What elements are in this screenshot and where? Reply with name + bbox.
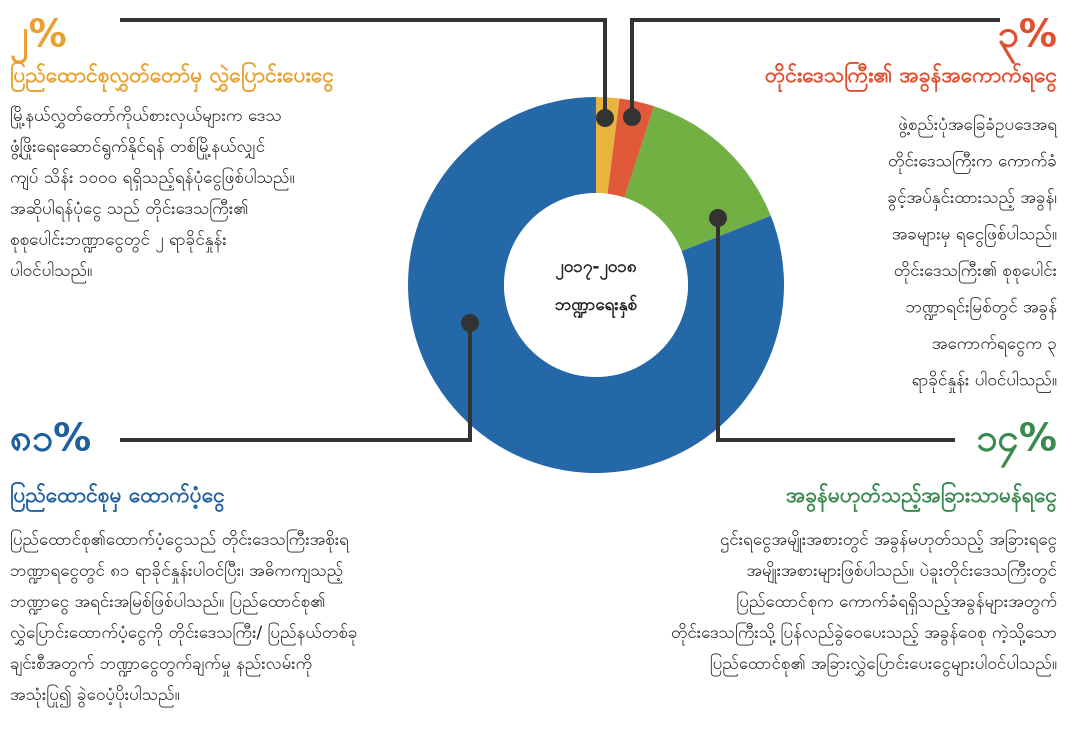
description-line: ဖွံ့ဖြိုးရေးဆောင်ရွက်နိုင်ရန် တစ်မြို့နယ… <box>10 135 265 160</box>
leader-dot <box>623 108 641 126</box>
description-line: တိုင်းဒေသကြီးက ကောက်ခံ <box>888 150 1057 175</box>
description-line: ဘဏ္ဍာငွေ အရင်းအမြစ်ဖြစ်ပါသည်။ ပြည်ထောင်စ… <box>10 590 325 615</box>
description-line: ခွင့်အပ်နှင်းထားသည့် အခွန်၊ <box>888 188 1058 211</box>
description-line: အသုံးပြု၍ ခွဲဝေပံ့ပိုးပါသည်။ <box>10 683 180 708</box>
description-line: ဌင်းရငွေအမျိုးအစားတွင် အခွန်မဟုတ်သည့် အခ… <box>720 528 1057 553</box>
description-line: တိုင်းဒေသကြီးသို့ ပြန်လည်ခွဲဝေပေးသည့် အခ… <box>671 621 1057 646</box>
description-line: မြို့နယ်လွှတ်တော်ကိုယ်စားလှယ်များက ဒေသ <box>10 104 282 129</box>
donut-segment <box>607 98 655 198</box>
donut-hole <box>504 193 688 377</box>
leader-lines <box>120 18 1000 442</box>
description-line: အခများမှ ရငွေဖြစ်ပါသည်။ <box>892 223 1057 248</box>
description-line: ဘဏ္ဍာရင်းမြစ်တွင် အခွန် <box>906 296 1057 321</box>
category-title: ပြည်ထောင်စုလွှတ်တော်မှ လွှဲပြောင်းပေးငွေ <box>10 60 334 93</box>
donut-segment <box>624 106 771 252</box>
description-line: ဖွဲ့စည်းပုံအခြေခံဥပဒေအရ <box>898 113 1058 138</box>
description-line: အကောက်ရငွေက ၃ <box>932 334 1057 357</box>
percent-label: ၈၁% <box>10 416 91 460</box>
description-line: ပြည်ထောင်စုက ကောက်ခံရရှိသည့်အခွန်များအတွ… <box>736 590 1057 615</box>
description-line: လွှဲပြောင်းထောက်ပံ့ငွေကို တိုင်းဒေသကြီး/… <box>10 621 358 646</box>
description-line: အမျိုးအစားများဖြစ်ပါသည်။ ပဲခူးတိုင်းဒေသက… <box>746 559 1057 584</box>
description-line: ပြည်ထောင်စု၏ အခြားလွှဲပြောင်းပေးငွေများပ… <box>710 652 1057 677</box>
percent-label: ၁၄% <box>976 416 1057 469</box>
category-title: အခွန်မဟုတ်သည့်အခြားသာမန်ရငွေ <box>786 480 1057 513</box>
leader-line <box>630 18 1000 117</box>
donut-segment <box>407 97 784 473</box>
description-line: ပါဝင်ပါသည်။ <box>10 260 92 284</box>
description-line: စုစုပေါင်းဘဏ္ဍာငွေတွင် ၂ ရာခိုင်နှုန်း <box>10 229 227 253</box>
description-line: ပြည်ထောင်စု၏ထောက်ပံ့ငွေသည် တိုင်းဒေသကြီး… <box>10 528 350 553</box>
description-line: ဘဏ္ဍာရငွေတွင် ၈၁ ရာခိုင်နှုန်းပါဝင်ပြီး၊… <box>10 560 343 584</box>
description-line: ရာခိုင်နှုန်း ပါဝင်ပါသည်။ <box>912 370 1057 394</box>
description-line: တိုင်းဒေသကြီး၏ စုစုပေါင်း <box>894 259 1057 284</box>
leader-dot <box>709 209 727 227</box>
leader-line <box>120 323 472 442</box>
description-line: အဆိုပါရန်ပုံငွေ သည် တိုင်းဒေသကြီး၏ <box>10 197 248 222</box>
category-title: ပြည်ထောင်စုမှ ထောက်ပံ့ငွေ <box>10 480 225 513</box>
description-line: ချင်းစီအတွက် ဘဏ္ဍာငွေတွက်ချက်မှု နည်းလမ်… <box>10 654 312 677</box>
leader-dot <box>461 314 479 332</box>
percent-label: ၃% <box>998 12 1057 65</box>
percent-label: ၂% <box>10 12 67 65</box>
leader-line <box>120 18 607 118</box>
leader-line <box>716 218 955 442</box>
leader-dot <box>596 109 614 127</box>
description-line: ကျပ် သိန်း ၁၀၀၀ ရရှိသည့်ရန်ပုံငွေဖြစ်ပါသ… <box>10 166 295 191</box>
category-title: တိုင်းဒေသကြီး၏ အခွန်အကောက်ရငွေ <box>765 60 1057 93</box>
center-text: ဘဏ္ဍာရေးနှစ် <box>554 294 638 319</box>
